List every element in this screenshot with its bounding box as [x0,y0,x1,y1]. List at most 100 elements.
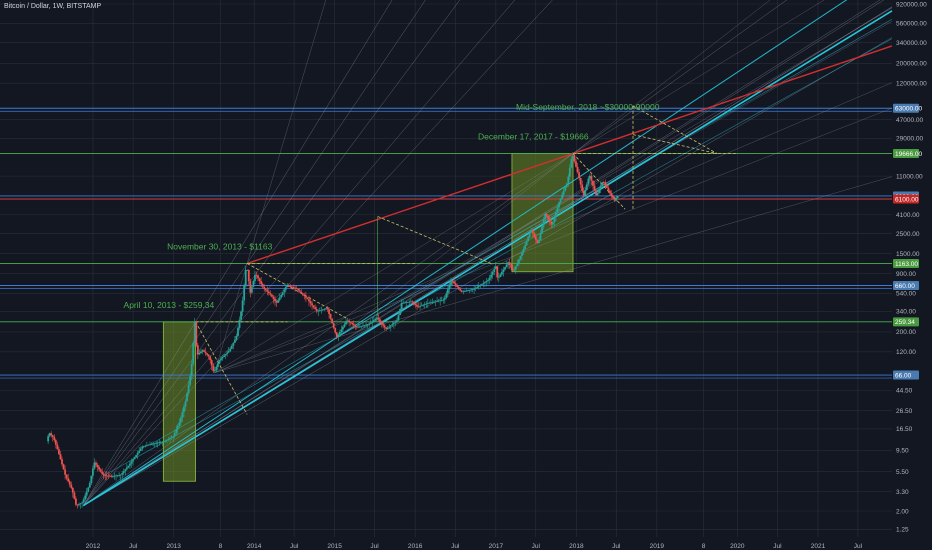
candle-body [289,286,292,288]
candle-body [465,290,468,292]
candle-body [374,318,377,321]
annotation-label: April 10, 2013 - $259.34 [124,300,215,310]
x-tick-label: Jul [532,543,541,550]
candle-body [533,233,536,237]
candle-body [490,274,493,278]
candle-body [352,324,355,326]
candle-body [130,461,133,464]
level-badge [893,258,919,268]
candle-body [471,289,474,290]
candle-body [581,184,584,191]
candle-body [116,475,119,476]
candle-body [318,310,321,312]
candle-body [62,464,65,470]
candle-body [369,322,372,324]
candle-body [527,236,530,241]
price-levels [0,107,892,379]
candle-body [479,285,482,287]
candle-body [359,326,361,328]
candle-body [508,262,511,266]
candle-body [281,292,284,295]
candle-body [133,457,136,460]
candle-body [249,281,252,293]
candle-body [87,487,90,492]
level-badge-label: 6100.00 [895,196,919,203]
candle-body [267,291,270,294]
candle-body [595,190,597,196]
candle-body [375,317,378,319]
candle-body [453,281,455,284]
candle-body [558,202,560,208]
candle-body [88,483,91,488]
candle-body [501,272,503,275]
highlight-box [162,321,196,482]
candle-body [303,294,306,297]
candle-body [588,175,591,179]
candle-body [582,190,585,196]
candle-body [84,495,87,500]
candle-body [576,166,579,173]
candle-body [190,364,193,377]
candle-body [297,288,300,291]
candle-body [217,363,219,367]
candle-body [78,504,80,505]
candle-body [317,310,320,312]
candle-body [138,450,141,453]
candle-body [127,465,130,468]
candle-body [153,443,156,445]
candle-body [426,303,429,304]
candle-body [561,194,564,199]
candle-body [56,444,59,450]
candle-body [175,429,178,433]
fan-line-teal [149,18,893,445]
fan-line [83,0,788,506]
candle-body [59,453,62,460]
support-line [83,0,848,506]
x-tick-label: 2021 [811,543,826,550]
candle-body [383,325,386,328]
candle-body [519,255,522,260]
candle-body [98,467,100,470]
candle-body [516,262,519,267]
y-tick-label: 1500.00 [896,251,920,258]
candle-body [261,283,264,287]
candle-body [73,492,76,499]
candle-body [227,351,230,353]
candle-body [476,287,479,289]
candle-body [210,360,213,366]
y-tick-label: 16.50 [896,426,913,433]
fan-line [214,82,893,373]
fan-line [214,176,893,373]
candle-body [54,440,57,445]
candle-body [514,266,517,270]
candle-body [284,287,287,290]
candle-body [124,469,127,472]
candle-body [477,286,480,288]
candle-body [423,304,426,305]
candle-body [457,286,460,289]
candle-body [146,445,148,447]
candle-body [136,452,139,456]
candle-body [579,177,582,185]
candle-body [593,185,596,191]
candle-body [354,325,357,327]
candle-body [173,432,176,437]
x-tick-label: 2018 [569,543,584,550]
candle-body [48,433,51,437]
candle-body [362,325,364,327]
candle-body [155,442,158,444]
candle-body [605,185,608,188]
candle-body [592,180,594,186]
candle-body [445,293,448,298]
candle-body [247,269,250,282]
y-tick-label: 2.00 [896,508,909,515]
candle-body [488,277,491,281]
candle-body [156,442,159,444]
candle-body [349,321,352,323]
candle-body [108,475,111,477]
candle-body [192,342,195,365]
level-badge [893,149,919,159]
candle-body [388,326,391,328]
level-badge-label: 1163.00 [895,261,918,268]
